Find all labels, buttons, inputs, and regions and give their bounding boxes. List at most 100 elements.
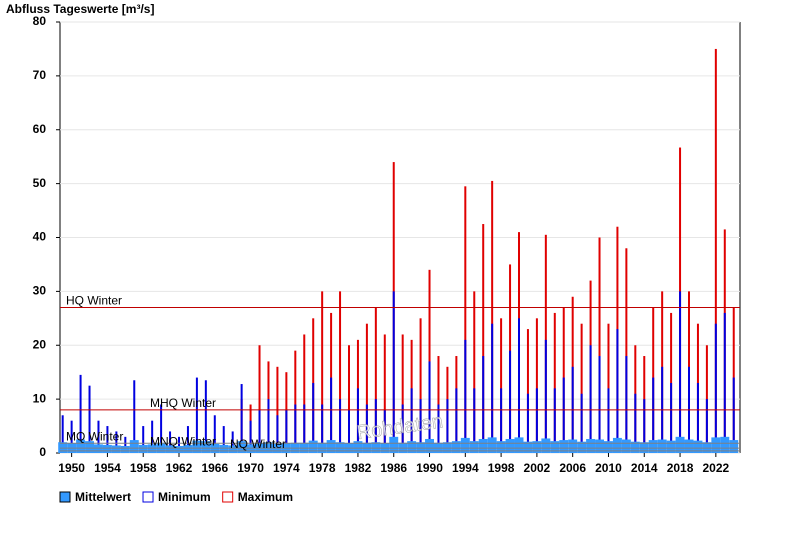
bar: [339, 291, 342, 453]
bar: [714, 48, 717, 453]
bar: [195, 377, 198, 453]
bar: [356, 388, 359, 453]
bar: [374, 399, 377, 453]
bar: [526, 393, 529, 453]
x-tick-label: 2006: [559, 461, 586, 475]
bar: [553, 312, 556, 453]
bar: [102, 444, 112, 453]
bar: [720, 436, 730, 453]
bar: [258, 345, 261, 453]
bar: [138, 444, 148, 453]
legend-swatch: [142, 491, 154, 503]
x-tick-label: 2002: [524, 461, 551, 475]
bar: [330, 377, 333, 453]
x-tick-label: 1994: [452, 461, 479, 475]
bar: [559, 440, 569, 453]
bar: [562, 377, 565, 453]
legend-label: Minimum: [158, 490, 211, 504]
bar: [711, 437, 721, 453]
reference-label: HQ Winter: [66, 294, 122, 308]
bar: [500, 388, 503, 453]
bar: [670, 382, 673, 453]
bar: [285, 409, 288, 453]
bar: [526, 329, 529, 453]
bar: [383, 409, 386, 453]
bar: [437, 404, 440, 453]
y-tick-label: 40: [33, 230, 47, 244]
bar: [621, 439, 631, 453]
y-tick-label: 80: [33, 14, 47, 28]
bar: [469, 441, 479, 453]
bar: [76, 439, 86, 453]
bar: [518, 318, 520, 453]
bar: [496, 441, 506, 453]
bar: [491, 180, 494, 453]
reference-label: MHQ Winter: [150, 396, 216, 410]
bar: [186, 426, 189, 453]
bar: [732, 377, 735, 453]
bar: [204, 380, 207, 453]
bar: [523, 441, 533, 453]
bar: [160, 404, 163, 453]
bar: [169, 431, 172, 453]
bar: [455, 388, 458, 453]
bar: [589, 345, 592, 453]
bar: [303, 404, 306, 453]
bar: [425, 438, 434, 453]
bar: [174, 445, 184, 453]
bar: [702, 442, 712, 453]
bar: [675, 436, 685, 453]
bar: [586, 438, 596, 453]
bar: [595, 439, 604, 453]
bar: [249, 420, 252, 453]
bar: [643, 399, 646, 453]
y-tick-label: 70: [33, 68, 47, 82]
bar: [111, 445, 121, 453]
bar: [326, 440, 336, 453]
bar: [61, 415, 64, 453]
bar: [568, 439, 578, 453]
bar: [115, 431, 118, 453]
bar: [294, 404, 297, 453]
bar: [106, 426, 109, 453]
bar: [535, 388, 538, 453]
bar: [464, 339, 467, 453]
bar: [604, 441, 613, 453]
bar: [634, 393, 637, 453]
bar: [684, 439, 694, 453]
bar: [442, 442, 452, 453]
bar: [410, 388, 413, 453]
bar: [183, 444, 193, 453]
bar: [714, 323, 717, 453]
bar: [550, 441, 560, 453]
bar: [416, 442, 426, 453]
bar: [339, 399, 342, 453]
bar: [219, 444, 229, 453]
y-tick-label: 20: [33, 337, 47, 351]
bar: [97, 420, 100, 453]
bar: [201, 441, 211, 453]
bar: [509, 350, 512, 453]
bar: [535, 318, 538, 453]
bar: [264, 442, 273, 453]
bar: [321, 291, 324, 453]
bar: [473, 291, 476, 453]
bar: [371, 442, 381, 453]
x-tick-label: 2018: [667, 461, 694, 475]
bar: [616, 329, 619, 453]
bar: [598, 237, 601, 453]
bar: [120, 445, 130, 453]
bar: [374, 307, 377, 453]
y-tick-label: 50: [33, 176, 47, 190]
x-tick-label: 1958: [130, 461, 157, 475]
bar: [630, 441, 640, 453]
x-tick-label: 1954: [94, 461, 121, 475]
bar: [612, 437, 622, 453]
bar: [693, 440, 703, 453]
bar: [482, 356, 485, 453]
bar: [598, 356, 601, 453]
bar: [648, 440, 658, 453]
legend-label: Mittelwert: [75, 490, 131, 504]
bar: [240, 384, 243, 453]
